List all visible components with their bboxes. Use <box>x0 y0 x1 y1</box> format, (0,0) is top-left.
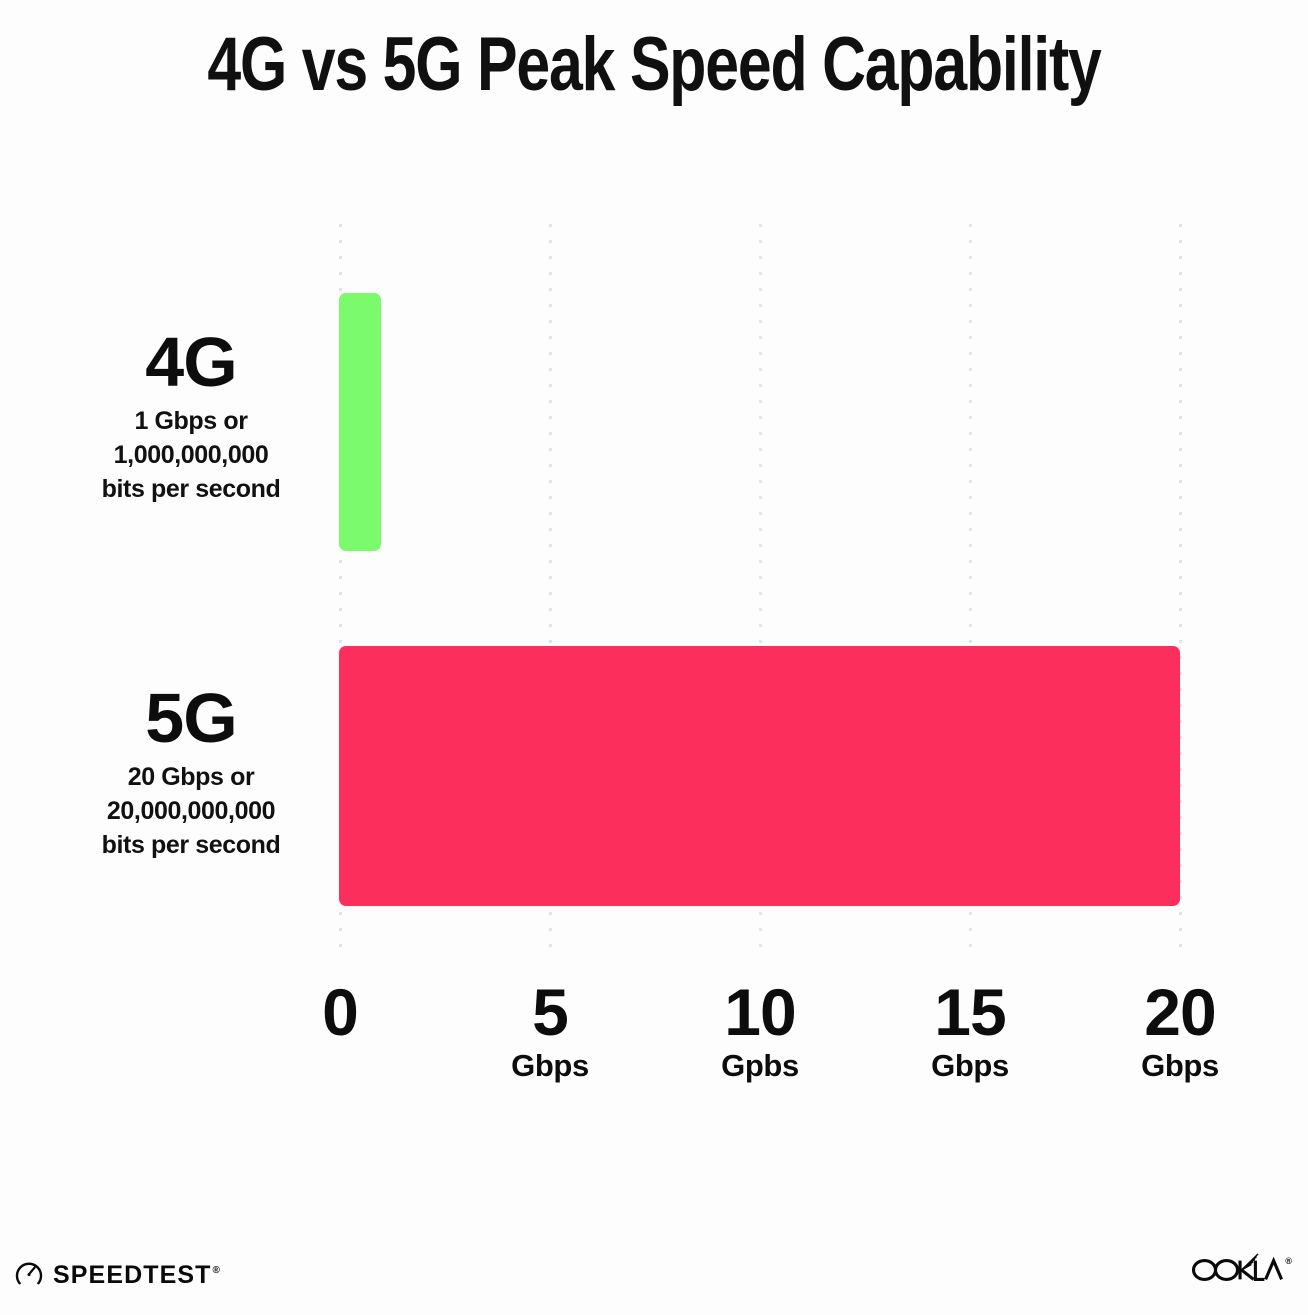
speedtest-trademark-icon: ® <box>212 1265 222 1276</box>
x-tick-15-value: 15 <box>934 975 1006 1049</box>
row-4g-detail-line3: bits per second <box>101 475 281 503</box>
row-5g-detail: 20 Gbps or 20,000,000,000 bits per secon… <box>56 760 326 862</box>
ookla-wordmark-icon <box>1192 1252 1284 1287</box>
row-4g-detail: 1 Gbps or 1,000,000,000 bits per second <box>56 404 326 506</box>
x-tick-15: 15 Gbps <box>860 978 1080 1086</box>
gridline-20 <box>1179 224 1182 950</box>
gridline-5 <box>549 224 552 950</box>
x-tick-10-unit: Gpbs <box>721 1048 799 1083</box>
row-4g-generation: 4G <box>145 323 237 401</box>
row-5g-detail-line2: 20,000,000,000 <box>106 797 276 825</box>
speedtest-wordmark-text: SPEEDTEST <box>53 1261 212 1289</box>
x-tick-0-unit <box>230 1046 450 1086</box>
page-title: 4G vs 5G Peak Speed Capability <box>207 22 1102 107</box>
row-4g-detail-line2: 1,000,000,000 <box>113 441 269 469</box>
x-tick-20-value: 20 <box>1144 975 1216 1049</box>
x-tick-15-unit: Gbps <box>931 1048 1009 1083</box>
ookla-trademark-icon: ® <box>1285 1256 1292 1266</box>
row-5g-detail-line3: bits per second <box>101 831 281 859</box>
x-tick-0: 0 <box>230 978 450 1086</box>
bar-5g <box>339 646 1180 906</box>
speedtest-logo: SPEEDTEST® <box>14 1258 220 1293</box>
x-tick-5: 5 Gbps <box>440 978 660 1086</box>
row-5g-generation: 5G <box>145 679 237 757</box>
row-5g-detail-line1: 20 Gbps or <box>127 763 255 791</box>
x-tick-5-unit: Gbps <box>511 1048 589 1083</box>
gridline-15 <box>969 224 972 950</box>
row-4g-detail-line1: 1 Gbps or <box>134 407 248 435</box>
x-tick-5-value: 5 <box>532 975 569 1049</box>
ookla-logo: ® <box>1192 1252 1292 1287</box>
x-tick-0-value: 0 <box>322 975 359 1049</box>
x-tick-10: 10 Gpbs <box>650 978 870 1086</box>
x-tick-20-unit: Gbps <box>1141 1048 1219 1083</box>
row-label-4g: 4G 1 Gbps or 1,000,000,000 bits per seco… <box>56 326 326 506</box>
x-tick-20: 20 Gbps <box>1070 978 1290 1086</box>
x-tick-10-value: 10 <box>724 975 796 1049</box>
speedometer-icon <box>14 1258 44 1293</box>
gridline-10 <box>759 224 762 950</box>
gridline-0 <box>339 224 342 950</box>
bar-4g <box>339 293 382 551</box>
speedtest-wordmark: SPEEDTEST® <box>53 1261 220 1290</box>
row-label-5g: 5G 20 Gbps or 20,000,000,000 bits per se… <box>56 682 326 862</box>
